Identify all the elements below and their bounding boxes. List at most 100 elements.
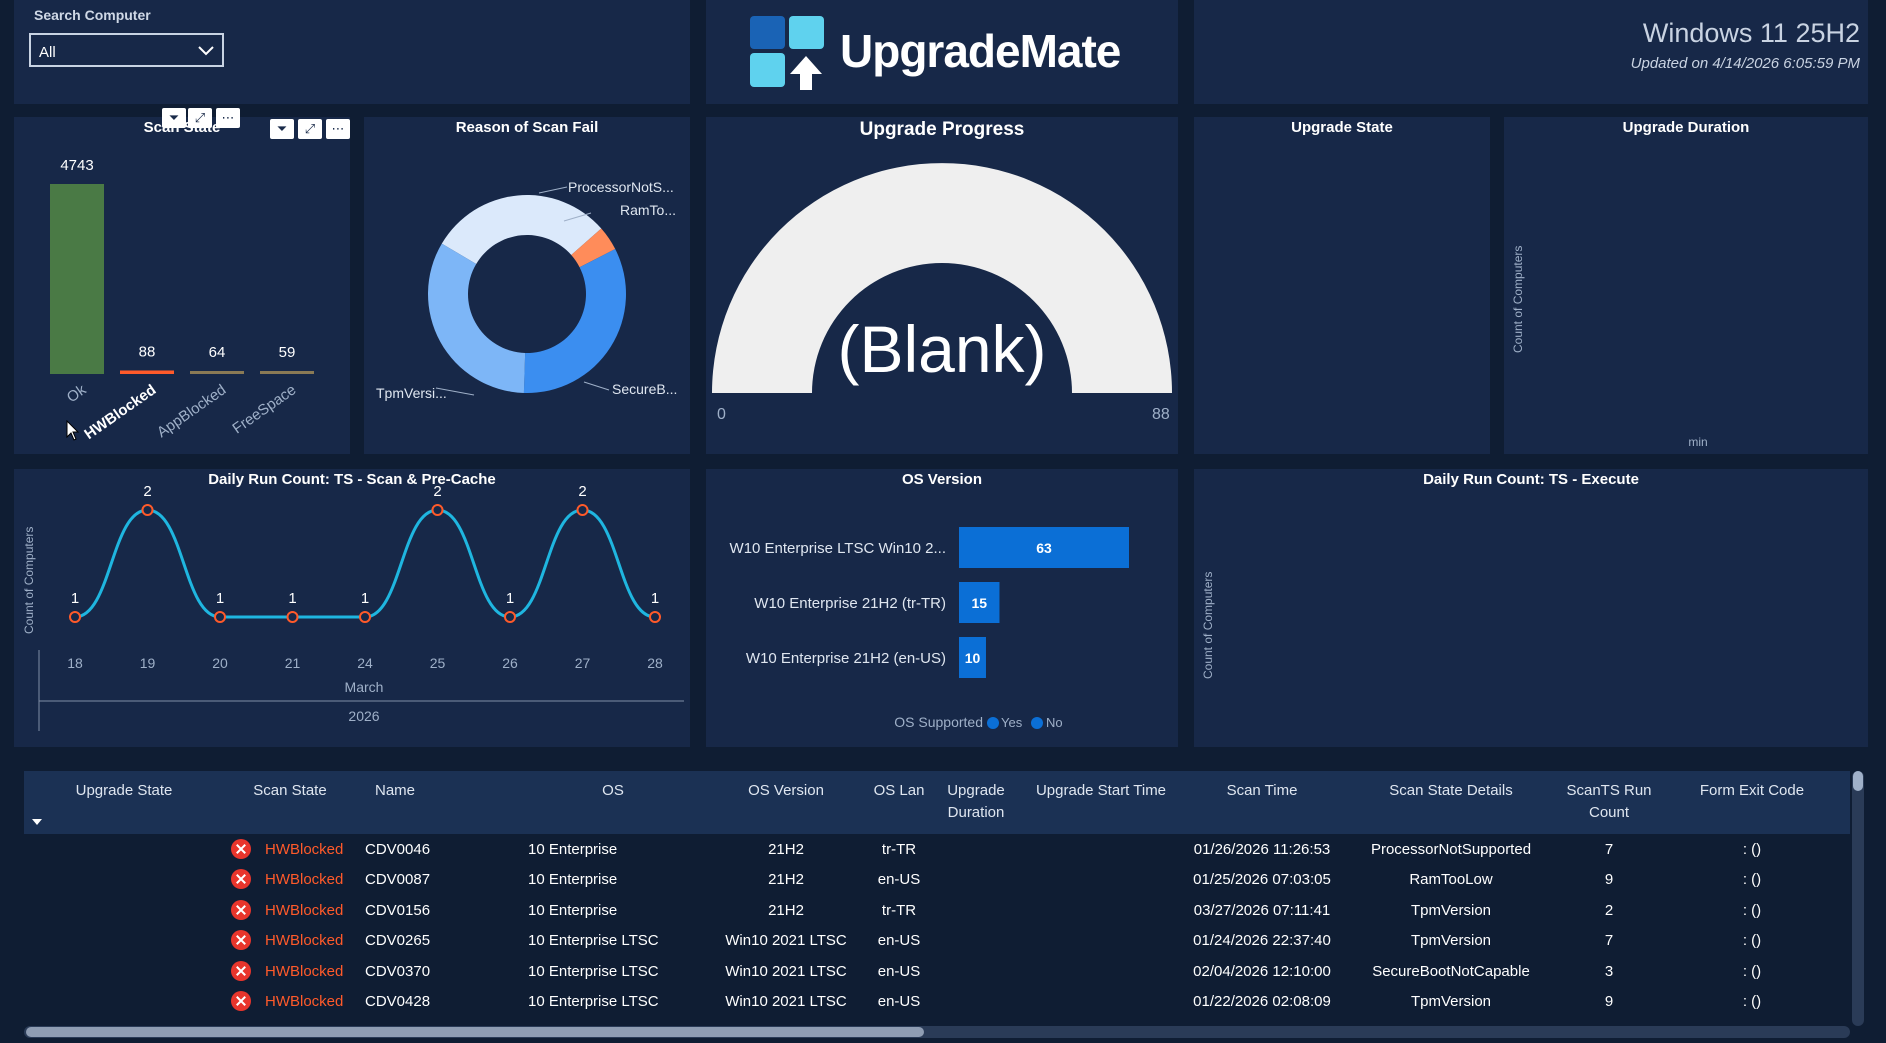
data-label: 15 [971, 595, 987, 611]
column-header[interactable]: OS Lan [873, 782, 925, 799]
scan-fail-card: Reason of Scan Fail ProcessorNotS... Ram… [364, 117, 690, 454]
table-cell-scan-state: HWBlocked [265, 993, 344, 1010]
bar[interactable] [959, 637, 986, 678]
table-row[interactable]: HWBlocked CDV0265 10 Enterprise LTSC Win10 … [24, 926, 1850, 956]
more-options-icon[interactable]: ⋯ [326, 119, 350, 139]
table-row[interactable]: HWBlocked CDV0046 10 Enterprise 21H2 tr-TR 01… [24, 835, 1850, 865]
bar[interactable] [190, 371, 244, 374]
table-row[interactable]: HWBlocked CDV0156 10 Enterprise 21H2 tr-TR 03… [24, 896, 1850, 926]
bar[interactable] [50, 184, 104, 374]
data-label: 1 [361, 590, 369, 607]
legend-marker-yes [987, 717, 999, 729]
bar[interactable] [260, 371, 314, 374]
focus-mode-icon[interactable]: ⤢ [188, 108, 212, 128]
column-header[interactable]: Scan State Details [1389, 782, 1513, 799]
column-header[interactable]: Scan State [253, 782, 327, 799]
column-header[interactable]: Scan Time [1226, 782, 1298, 799]
data-point[interactable] [359, 611, 371, 623]
search-value: All [39, 44, 56, 61]
donut-label: SecureB... [612, 381, 677, 397]
donut-slice[interactable] [571, 228, 616, 268]
updated-timestamp: Updated on 4/14/2026 6:05:59 PM [1630, 55, 1860, 72]
column-header[interactable]: OS Version [748, 782, 824, 799]
scrollbar-thumb[interactable] [1853, 771, 1863, 791]
sort-down-icon[interactable] [31, 818, 43, 826]
upgrade-progress-gauge: (Blank) 0 88 [712, 163, 1172, 423]
data-label: 1 [71, 590, 79, 607]
data-point[interactable] [649, 611, 661, 623]
data-point[interactable] [431, 504, 444, 516]
upgrade-state-title: Upgrade State [1291, 119, 1393, 136]
data-point[interactable] [141, 504, 154, 516]
search-label: Search Computer [34, 7, 151, 23]
table-row[interactable]: HWBlocked CDV0087 10 Enterprise 21H2 en-US 01… [24, 865, 1850, 895]
table-cell-details: RamTooLow [1409, 871, 1493, 889]
gauge-min: 0 [717, 406, 726, 423]
table-row[interactable]: HWBlocked CDV0370 10 Enterprise LTSC Win10 … [24, 957, 1850, 987]
scan-state-chart: 4743 Ok 88 HWBlocked 64 AppBlocked 59 FreeSpace [50, 157, 314, 443]
column-header[interactable]: Name [375, 782, 416, 799]
x-axis-year: 2026 [348, 708, 379, 724]
column-header[interactable]: ScanTS Run Count [1566, 782, 1652, 821]
data-point[interactable] [576, 504, 589, 516]
table-cell-details: TpmVersion [1410, 901, 1492, 919]
table-cell-details: ProcessorNotSupported [1370, 841, 1532, 858]
table-cell-scan-time: 01/22/2026 02:08:09 [1193, 993, 1331, 1010]
column-header[interactable]: Upgrade State [75, 782, 173, 799]
bar[interactable] [959, 582, 1000, 623]
y-axis-label: Count of Computers [1511, 246, 1525, 353]
filter-icon[interactable]: ⏷ [162, 108, 186, 128]
table-cell-os: 10 Enterprise [528, 901, 618, 919]
data-point[interactable] [69, 611, 81, 623]
donut-slice[interactable] [523, 249, 626, 393]
filter-icon[interactable]: ⏷ [270, 119, 294, 139]
error-icon [231, 930, 251, 951]
tick-label: FreeSpace [229, 381, 299, 437]
table-cell-os: 10 Enterprise [528, 841, 618, 858]
x-axis-label: min [1688, 435, 1707, 449]
search-computer-select[interactable]: All [29, 33, 224, 67]
column-header[interactable]: Form Exit Code [1699, 782, 1805, 799]
table-cell-os-lan: en-US [877, 962, 921, 980]
computers-table: Upgrade State Scan State Name OS OS Version O… [24, 771, 1864, 1028]
chevron-down-icon [198, 46, 214, 56]
upgrade-duration-title: Upgrade Duration [1622, 119, 1750, 136]
data-point[interactable] [504, 611, 516, 623]
data-label: 1 [288, 590, 296, 607]
data-label: 1 [506, 590, 514, 607]
more-options-icon[interactable]: ⋯ [216, 108, 240, 128]
legend-marker-no [1031, 717, 1043, 729]
tick-label: 19 [140, 655, 156, 671]
focus-mode-icon[interactable]: ⤢ [298, 119, 322, 139]
bar[interactable] [120, 370, 174, 374]
table-row[interactable]: HWBlocked CDV0428 10 Enterprise LTSC Win10 … [24, 987, 1850, 1017]
donut-slice[interactable] [428, 243, 526, 393]
data-point[interactable] [286, 611, 299, 623]
bar[interactable] [959, 527, 1129, 568]
data-label: 63 [1036, 540, 1052, 556]
donut-label: ProcessorNotS... [568, 179, 674, 195]
scrollbar-thumb[interactable] [26, 1027, 924, 1037]
table-cell-scan-time: 01/24/2026 22:37:40 [1193, 932, 1331, 950]
column-header[interactable]: Upgrade Start Time [1035, 782, 1167, 799]
error-icon [231, 960, 251, 981]
data-label: 64 [209, 344, 226, 361]
donut-label: TpmVersi... [376, 385, 447, 401]
donut-slice[interactable] [441, 195, 602, 264]
column-header[interactable]: Upgrade Duration [947, 782, 1005, 821]
table-cell-run-count: 3 [1604, 962, 1614, 980]
table-cell-run-count: 7 [1604, 841, 1614, 858]
tick-label: 28 [647, 655, 663, 671]
daily-execute-card: Daily Run Count: TS - Execute Count of C… [1194, 469, 1868, 747]
table-cell-os: 10 Enterprise LTSC [528, 962, 659, 980]
table-cell-os-lan: tr-TR [881, 901, 917, 919]
tick-label: 20 [212, 655, 228, 671]
series-line [74, 508, 656, 619]
horizontal-scrollbar[interactable] [24, 1026, 1850, 1038]
vertical-scrollbar[interactable] [1852, 771, 1864, 1026]
table-cell-os-lan: tr-TR [881, 841, 917, 858]
data-point[interactable] [214, 611, 226, 623]
column-header[interactable]: OS [602, 782, 624, 799]
upgrade-state-card: Upgrade State [1194, 117, 1490, 454]
table-cell-os-version: 21H2 [768, 871, 804, 889]
